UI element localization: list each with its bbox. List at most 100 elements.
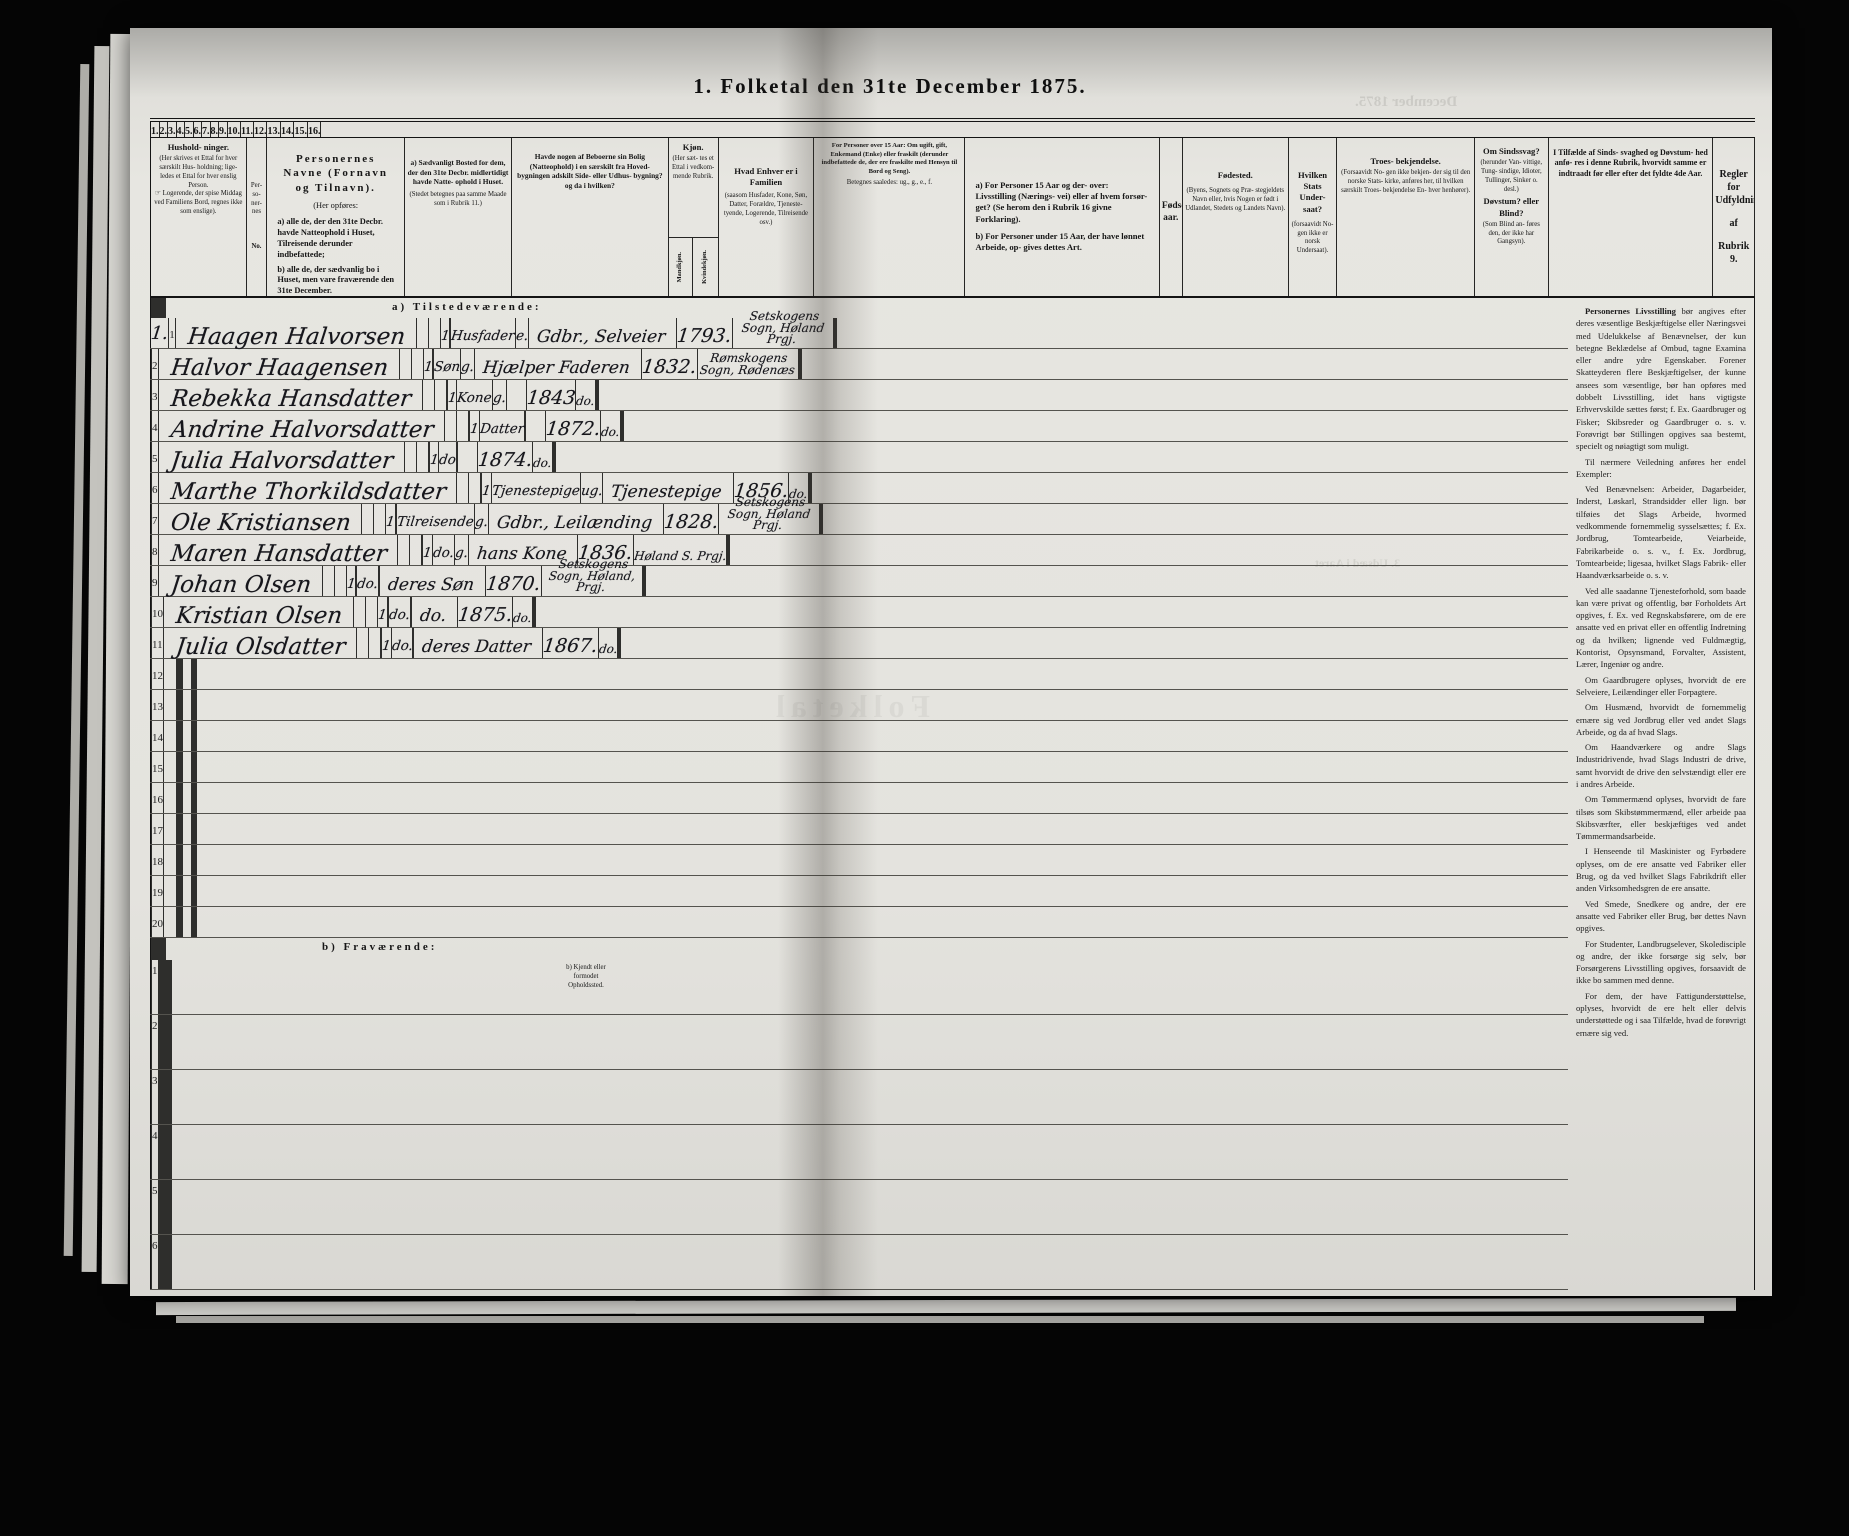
person-number: 5	[152, 453, 158, 465]
birthplace: Setskogens Sogn, Høland Prgj.	[740, 308, 826, 346]
table-row: 6 Marthe Thorkildsdatter 1 Tjenestepige …	[150, 473, 1568, 505]
male-mark: 1	[439, 328, 451, 344]
person-name: Halvor Haagensen	[168, 355, 390, 381]
page-title: 1. Folketal den 31te December 1875.	[693, 74, 1087, 98]
person-number: 2	[152, 360, 158, 372]
person-name: Ole Kristiansen	[168, 510, 352, 536]
table-row-absent: 5	[150, 1180, 1568, 1235]
female-mark: 1	[469, 421, 480, 437]
instructions-paragraph: I Henseende til Maskinister og Fyrbødere…	[1576, 846, 1746, 894]
family-position: Tjenestepige	[491, 483, 581, 499]
family-position: Søn	[433, 359, 462, 375]
person-name: Maren Hansdatter	[168, 541, 389, 567]
person-number: 14	[152, 732, 163, 744]
table-row: 18	[150, 845, 1568, 876]
birth-year: 1793.	[676, 325, 734, 347]
occupation: Hjælper Faderen	[482, 358, 632, 378]
birthplace: do.	[532, 455, 553, 470]
header-citizenship: Hvilken Stats Under- saat? (forsaavidt N…	[1289, 138, 1338, 296]
table-row: 14	[150, 721, 1568, 752]
family-position: do.	[387, 607, 411, 623]
birth-year: 1843	[525, 387, 577, 409]
table-row: 7 Ole Kristiansen 1 Tilreisende g. Gdbr.…	[150, 495, 1568, 536]
person-number: 11	[152, 639, 163, 651]
column-number: 10.	[228, 122, 241, 137]
header-family-position: Hvad Enhver er i Familien (saasom Husfad…	[719, 138, 815, 296]
bleedthrough-text: December 1875.	[1355, 94, 1458, 110]
column-number: 6.	[194, 122, 202, 137]
table-row: 4 Andrine Halvorsdatter 1 Datter 1872. d…	[150, 411, 1568, 443]
person-name: Johan Olsen	[168, 572, 313, 598]
person-number: 9	[152, 577, 158, 589]
birth-year: 1875.	[456, 604, 514, 626]
person-number: 6	[152, 1240, 158, 1252]
table-row: 15	[150, 752, 1568, 783]
marital-status: e.	[515, 328, 530, 344]
instructions-paragraph: Om Husmænd, hvorvidt de fornemmelig ernæ…	[1576, 702, 1746, 737]
person-number: 13	[152, 701, 163, 713]
person-number: 5	[152, 1185, 158, 1197]
column-number: 3.	[168, 122, 177, 137]
column-number: 7.	[202, 122, 211, 137]
person-number: 7	[152, 515, 158, 527]
column-number: 9.	[219, 122, 228, 137]
family-position: do.	[432, 545, 455, 561]
birth-year: 1867.	[541, 635, 600, 657]
column-number: 16.	[308, 122, 322, 137]
birthplace: Setskogens Sogn, Høland, Prgj.	[547, 556, 636, 594]
header-disability-onset: I Tilfælde af Sinds- svaghed og Døvstum-…	[1549, 138, 1714, 296]
instructions-paragraph: Om Gaardbrugere oplyses, hvorvidt de ere…	[1576, 674, 1746, 697]
table-row: 8 Maren Hansdatter 1 do. g. hans Kone 18…	[150, 535, 1568, 567]
birthplace: do.	[512, 610, 533, 625]
column-number: 2.	[160, 122, 168, 137]
scanned-page: December 1875. 3. Udsæd i Aaret Folketal…	[130, 28, 1772, 1296]
person-number: 19	[152, 887, 163, 899]
header-usual-residence: a) Sædvanligt Bosted for dem, der den 31…	[405, 138, 512, 296]
header-households: Hushold- ninger. (Her skrives et Ettal f…	[150, 138, 247, 296]
table-row-absent: 3	[150, 1070, 1568, 1125]
female-mark: 1	[481, 483, 493, 499]
table-row: 9 Johan Olsen 1 do. deres Søn 1870. Sets…	[150, 557, 1568, 598]
table-row: 20	[150, 907, 1568, 938]
marital-status: g.	[453, 545, 469, 561]
header-sex: Kjøn. (Her sæt- tes et Ettal i vedkom- m…	[668, 138, 719, 296]
marital-status: ug.	[579, 483, 604, 499]
person-number: 3	[152, 1075, 158, 1087]
person-number: 2	[152, 1020, 158, 1032]
birth-year: 1828.	[662, 511, 720, 533]
header-outbuilding: Havde nogen af Beboerne sin Bolig (Natte…	[512, 138, 669, 296]
instructions-paragraph: Til nærmere Veiledning anføres her endel…	[1576, 456, 1746, 479]
instructions-paragraph: Om Tømmermænd oplyses, hvorvidt de fare …	[1576, 794, 1746, 842]
section-a-label: a) Tilstedeværende:	[392, 301, 542, 313]
occupation: Gdbr., Leilænding	[495, 513, 653, 533]
person-number: 12	[152, 670, 163, 682]
person-number: 1	[152, 965, 158, 977]
birthplace: Rømskogens Sogn, Rødenæs	[698, 351, 796, 377]
rules-column: Personernes Livsstilling bør angives eft…	[1568, 298, 1755, 1290]
column-number: 1.	[150, 122, 160, 137]
marital-status: g.	[460, 359, 476, 375]
birth-year: 1870.	[484, 573, 542, 595]
person-name: Haagen Halvorsen	[186, 324, 407, 350]
header-birth-year: Fødsels- aar.	[1160, 138, 1183, 296]
table-row: 5 Julia Halvorsdatter 1 do 1874. do.	[150, 442, 1568, 474]
table-row-absent: 6	[150, 1235, 1568, 1290]
male-mark: 1	[422, 359, 434, 375]
family-position: do.	[390, 638, 414, 654]
table-row: 2 Halvor Haagensen 1 Søn g. Hjælper Fade…	[150, 349, 1568, 381]
table-row: 3 Rebekka Hansdatter 1 Kone g. 1843 do.	[150, 380, 1568, 412]
family-position: Tilreisende	[396, 514, 475, 530]
instructions-paragraph: Om Haandværkere og andre Slags Industrid…	[1576, 742, 1746, 789]
person-number: 3	[152, 391, 158, 403]
male-mark: 1	[377, 607, 388, 623]
table-row: 11 Julia Olsdatter 1 do. deres Datter 18…	[150, 628, 1568, 660]
person-number: 8	[152, 546, 158, 558]
person-number: 16	[152, 794, 163, 806]
female-mark: 1	[422, 545, 434, 561]
table-row-absent: 2	[150, 1015, 1568, 1070]
person-name: Andrine Halvorsdatter	[168, 417, 435, 443]
section-a-header: a) Tilstedeværende:	[150, 298, 1568, 318]
header-marital-status: For Personer over 15 Aar: Om ugift, gift…	[814, 138, 966, 296]
family-position: Kone	[456, 390, 493, 406]
male-mark: 1	[385, 514, 396, 530]
